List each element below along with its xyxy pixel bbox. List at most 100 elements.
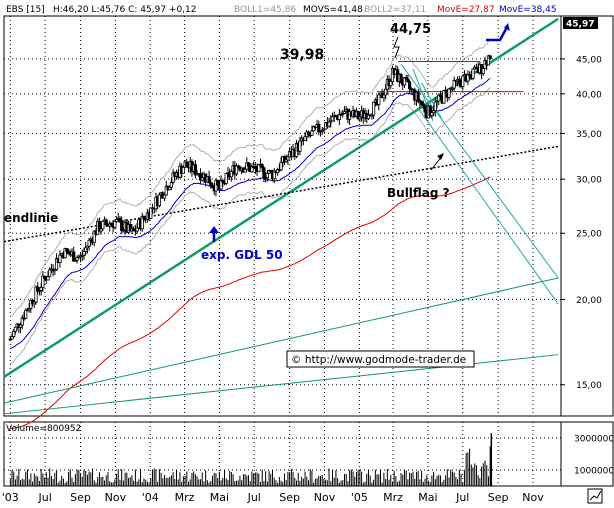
- price-bar-body: [193, 164, 197, 176]
- y-tick-label: 25,00: [576, 230, 602, 240]
- last-price-badge: [563, 17, 598, 29]
- x-tick-label: Mai: [418, 491, 437, 504]
- header-symbol: EBS [15]: [6, 5, 45, 15]
- price-bar-body: [135, 227, 139, 232]
- price-bar-body: [262, 167, 266, 178]
- x-tick-label: Mrz: [175, 491, 195, 504]
- x-tick-label: Nov: [105, 491, 127, 504]
- price-bar-body: [120, 220, 124, 232]
- price-bar-body: [99, 228, 103, 232]
- price-bar-body: [132, 228, 136, 231]
- x-tick-label: Sep: [70, 491, 91, 504]
- flag-line-b: [421, 82, 443, 119]
- header-ohlc: H:46,20 L:45,76 C: 45,97 +0,12: [53, 5, 196, 15]
- price-bar-body: [46, 276, 50, 281]
- price-bar-body: [246, 162, 251, 167]
- price-bar-body: [356, 110, 360, 120]
- price-bar-body: [265, 172, 269, 179]
- price-bar-body: [229, 171, 233, 178]
- x-tick-label: Sep: [488, 491, 509, 504]
- price-bar-body: [428, 105, 432, 116]
- price-bar-body: [372, 101, 376, 116]
- level-high-marker-icon: [393, 36, 400, 59]
- price-bar-body: [118, 217, 122, 222]
- price-bar-body: [42, 275, 47, 279]
- price-bar-body: [149, 207, 153, 219]
- price-bar-body: [63, 248, 67, 259]
- header-move-red: MovE=27,87: [437, 5, 495, 15]
- price-bar-body: [168, 186, 172, 191]
- price-bar-body: [272, 170, 276, 180]
- price-bar-body: [157, 194, 161, 206]
- price-bar-body: [358, 116, 362, 120]
- price-bar-body: [82, 251, 86, 256]
- price-bar-body: [171, 172, 175, 183]
- price-bar-body: [114, 218, 119, 222]
- price-bar-body: [18, 324, 23, 328]
- price-bar-body: [97, 220, 102, 232]
- price-bar-body: [437, 94, 441, 102]
- bullflag-label: Bullflag ?: [387, 186, 450, 200]
- price-bar-body: [389, 81, 393, 87]
- header-move-blue: MovE=38,45: [499, 5, 557, 15]
- copyright-text: © http://www.godmode-trader.de: [291, 354, 466, 366]
- volume-axis-ticks: 3000000 1000000: [574, 435, 614, 477]
- price-bar-body: [317, 123, 321, 133]
- bollinger-upper-line: [10, 39, 491, 317]
- price-bar-body: [276, 169, 280, 174]
- price-bar-body: [310, 130, 314, 136]
- price-bar-body: [34, 286, 38, 303]
- down-channel-lower: [418, 108, 559, 305]
- price-bar-body: [140, 215, 144, 230]
- price-bar-body: [104, 219, 108, 226]
- x-tick-label: '05: [351, 491, 368, 504]
- x-tick-label: Jul: [247, 491, 261, 504]
- level-low-label: 39,98: [280, 47, 324, 63]
- price-bar-body: [269, 169, 273, 173]
- price-bar-body: [466, 74, 470, 82]
- price-bar-body: [260, 164, 264, 169]
- price-bar-body: [370, 114, 374, 117]
- price-bar-body: [257, 163, 261, 172]
- price-bar-body: [366, 114, 371, 120]
- trendline-label: endlinie: [4, 211, 58, 225]
- price-bar-body: [53, 269, 57, 272]
- price-bar-body: [84, 247, 88, 253]
- y-axis-ticks: 45,00 40,00 35,00 30,00 25,00 20,00 15,00: [561, 55, 602, 391]
- ema-red-line: [10, 176, 491, 429]
- volume-bars-layer: [9, 433, 493, 486]
- price-bar-body: [234, 165, 239, 175]
- price-bar-body: [72, 251, 76, 262]
- price-bar-body: [337, 113, 341, 120]
- price-bar-body: [20, 317, 24, 326]
- price-bar-body: [216, 179, 220, 186]
- price-bar-body: [75, 257, 79, 261]
- price-bar-body: [481, 68, 485, 74]
- price-bar-body: [219, 180, 223, 190]
- price-bar-body: [32, 301, 36, 305]
- gdl-label: exp. GDL 50: [201, 248, 283, 262]
- y-tick-label: 45,00: [576, 55, 602, 65]
- x-tick-label: Mai: [210, 491, 229, 504]
- price-bar-body: [113, 220, 117, 228]
- price-bar-body: [420, 101, 424, 106]
- price-bar-body: [80, 254, 84, 257]
- x-tick-label: '04: [142, 491, 159, 504]
- x-tick-label: Nov: [522, 491, 544, 504]
- price-bar-body: [282, 155, 287, 163]
- header-movs: MOVS=41,48: [303, 5, 363, 15]
- price-bar-body: [41, 275, 45, 288]
- gdl-arrow-icon: [209, 226, 219, 242]
- price-bar-body: [162, 194, 167, 199]
- x-tick-label: Sep: [279, 491, 300, 504]
- last-price-text: 45,97: [566, 20, 594, 30]
- x-tick-label: '03: [2, 491, 19, 504]
- price-bar-body: [430, 112, 434, 116]
- price-bar-body: [48, 269, 52, 278]
- price-bar-body: [29, 300, 33, 309]
- price-bar-body: [66, 250, 71, 255]
- price-bar-body: [142, 215, 146, 220]
- breakout-arrow-icon: [486, 23, 510, 42]
- volume-label: Volume=800952: [6, 424, 81, 434]
